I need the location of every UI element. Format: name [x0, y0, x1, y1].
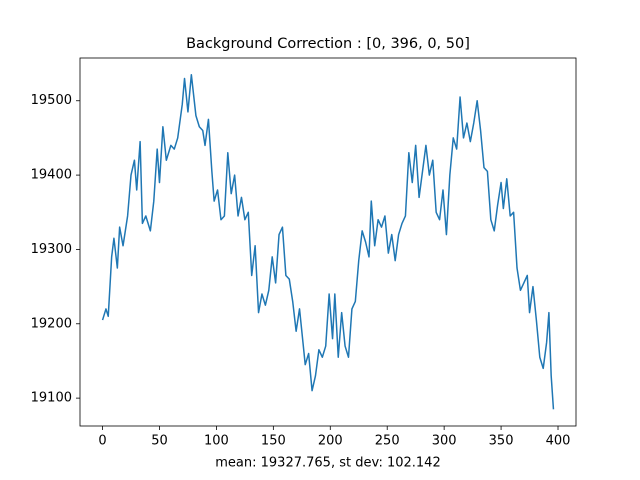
x-tick-label: 250: [375, 434, 400, 449]
y-tick-label: 19200: [31, 316, 72, 331]
x-tick-label: 150: [261, 434, 286, 449]
x-tick-label: 400: [546, 434, 571, 449]
x-tick-label: 0: [98, 434, 106, 449]
x-tick-label: 100: [204, 434, 229, 449]
x-tick-label: 200: [318, 434, 343, 449]
x-tick-label: 350: [489, 434, 514, 449]
data-line: [101, 73, 555, 410]
y-tick-label: 19400: [31, 168, 72, 183]
x-tick-label: 300: [432, 434, 457, 449]
y-tick-label: 19500: [31, 93, 72, 108]
plot-frame: [79, 57, 577, 427]
y-tick-label: 19300: [31, 242, 72, 257]
x-tick-label: 50: [151, 434, 168, 449]
y-tick-label: 19100: [31, 391, 72, 406]
chart-title: Background Correction : [0, 396, 0, 50]: [186, 36, 470, 52]
x-axis-label: mean: 19327.765, st dev: 102.142: [215, 456, 440, 471]
